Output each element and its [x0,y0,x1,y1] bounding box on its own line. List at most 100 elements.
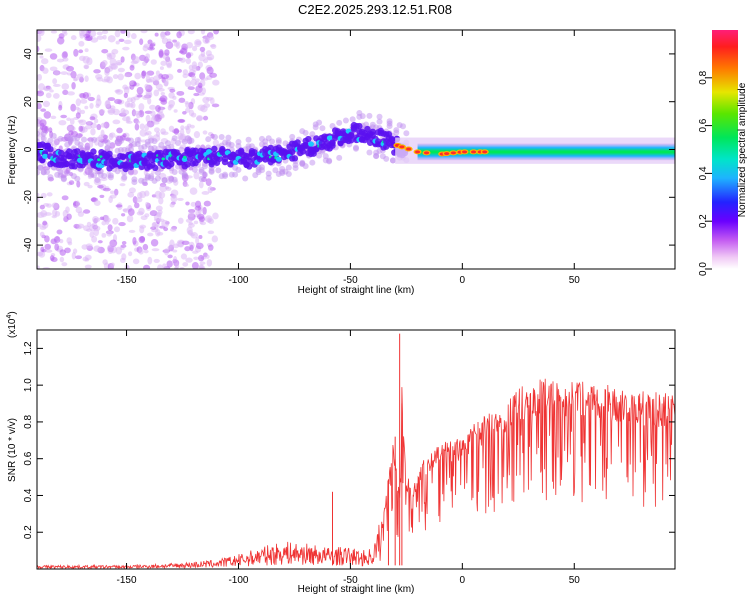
noise-cell [113,188,119,196]
noise-cell [185,102,190,108]
noise-cell [102,30,109,35]
ridge-cell [348,137,355,144]
noise-cell [138,236,146,244]
noise-cell [176,31,182,39]
noise-cell [117,73,124,81]
noise-cell [152,121,160,125]
noise-cell [75,200,80,207]
noise-cell [159,66,164,70]
noise-cell [121,240,127,245]
haze-cell [366,112,373,119]
noise-cell [142,61,147,66]
ridge-cell [74,148,81,155]
noise-cell [40,108,47,112]
noise-cell [73,48,79,57]
noise-cell [96,31,103,36]
haze-cell [319,125,326,132]
haze-cell [161,177,168,184]
noise-cell [166,260,173,268]
haze-cell [64,170,71,177]
heatmap-cells [37,30,675,269]
x-tick-label: 0 [460,275,466,286]
ridge-cell [168,160,175,168]
noise-cell [169,202,175,208]
peak-inner [482,150,488,154]
noise-cell [122,46,130,51]
noise-cell [209,97,215,105]
haze-cell [302,129,309,136]
noise-cell [93,200,101,207]
noise-cell [37,73,43,81]
ridge-cell [63,160,70,168]
noise-cell [60,71,68,75]
noise-cell [194,78,200,82]
noise-cell [70,35,77,41]
noise-cell [189,187,198,195]
noise-cell [73,77,78,82]
noise-cell [198,254,205,262]
noise-cell [174,262,180,269]
noise-cell [195,200,202,208]
noise-cell [50,30,58,34]
noise-cell [180,253,188,260]
noise-cell [144,190,150,197]
noise-cell [155,212,162,217]
noise-cell [211,103,220,108]
haze-cell [37,130,40,137]
peak-inner [406,147,412,151]
noise-cell [61,51,68,59]
noise-cell [145,75,151,84]
noise-cell [91,222,98,229]
noise-cell [167,245,172,250]
noise-cell [107,224,113,231]
noise-cell [195,210,201,216]
noise-cell [191,64,198,73]
noise-cell [183,183,190,187]
noise-cell [99,194,105,199]
noise-cell [46,86,53,91]
noise-cell [52,92,60,99]
y-tick-label: 40 [23,48,34,60]
ridge-cell [356,122,363,130]
haze-cell [50,132,57,139]
colorbar-tick-label: 0.0 [698,262,709,276]
noise-cell [63,31,68,36]
noise-cell [199,46,206,52]
noise-cell [182,262,189,267]
noise-cell [85,243,93,249]
noise-cell [68,180,75,185]
noise-cell [126,97,133,103]
noise-cell [161,220,170,228]
noise-cell [142,45,149,52]
noise-cell [86,228,92,232]
haze-cell [342,117,349,124]
haze-cell [154,175,161,182]
peak-inner [470,150,477,154]
noise-cell [153,75,161,81]
noise-cell [122,109,130,115]
noise-cell [143,249,149,254]
ridge-cell [211,145,218,153]
noise-cell [188,211,195,218]
noise-cell [37,90,45,97]
haze-cell [258,167,265,174]
y-tick-label: 0.8 [23,415,34,429]
noise-cell [173,109,178,113]
haze-cell [205,136,212,143]
noise-cell [153,258,160,263]
ridge-peak [205,149,212,155]
noise-cell [161,37,169,45]
haze-cell [188,137,195,144]
noise-cell [202,96,210,104]
noise-cell [72,248,78,254]
noise-cell [99,216,105,221]
noise-cell [139,225,145,234]
haze-cell [393,127,400,134]
noise-cell [150,43,156,47]
noise-cell [168,125,175,132]
haze-cell [285,170,292,177]
noise-cell [123,39,132,45]
noise-cell [147,256,153,265]
noise-cell [100,122,107,128]
noise-cell [120,244,127,248]
